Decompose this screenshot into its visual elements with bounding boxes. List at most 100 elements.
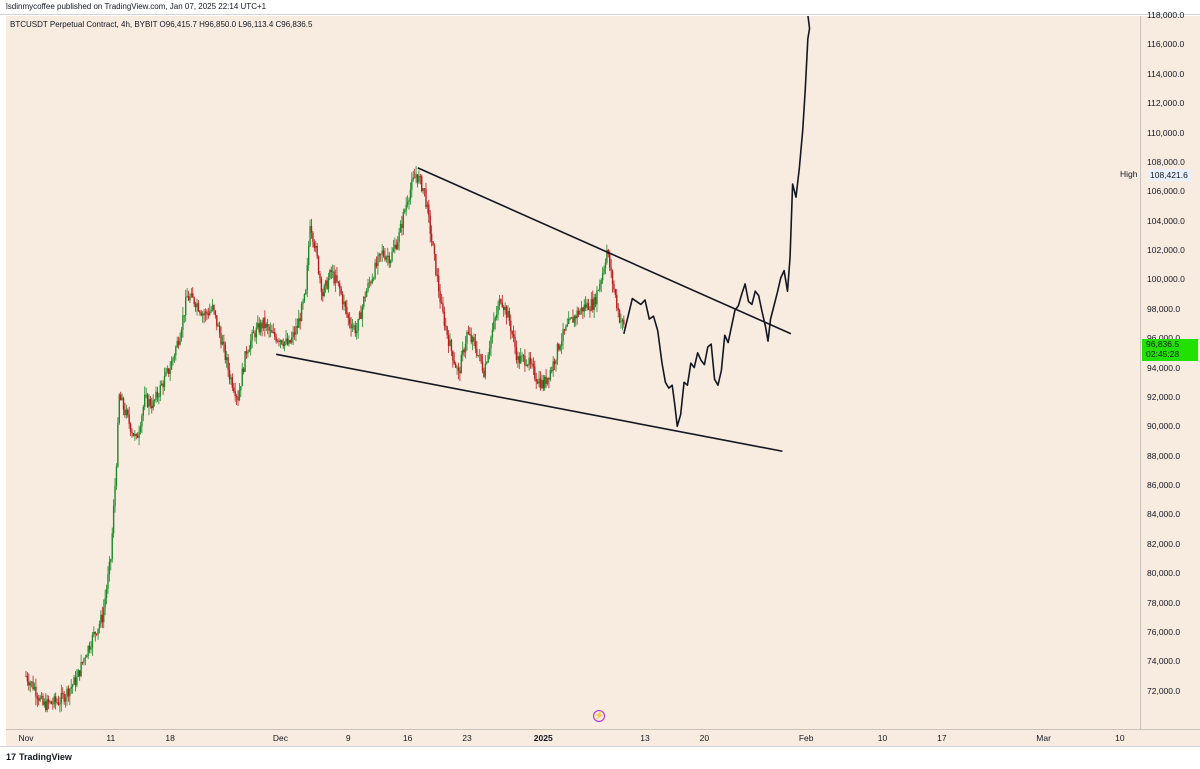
candle-body	[84, 657, 87, 659]
candle-body	[535, 379, 537, 382]
candle-body	[132, 433, 135, 436]
candle-body	[486, 362, 488, 364]
candle-body	[63, 693, 65, 702]
candle-body	[77, 670, 79, 677]
candle-body	[377, 256, 379, 267]
candle-body	[495, 314, 498, 318]
candle-body	[406, 201, 409, 205]
candle-body	[399, 224, 402, 233]
candle-body	[569, 318, 571, 320]
candle-body	[329, 270, 331, 279]
candle-body	[380, 253, 382, 255]
candle-body	[601, 273, 604, 281]
candle-body	[303, 293, 306, 302]
candle-body	[228, 369, 231, 380]
candle-body	[111, 533, 113, 560]
candle-body	[145, 394, 147, 396]
candle-body	[436, 274, 438, 276]
candle-body	[67, 688, 70, 697]
candle-body	[556, 343, 559, 360]
candle-body	[524, 356, 526, 366]
candle-body	[358, 312, 361, 320]
upper-trendline[interactable]	[417, 167, 792, 335]
candle-body	[117, 423, 119, 467]
candle-body	[522, 355, 525, 357]
candle-body	[93, 631, 95, 635]
price-chart[interactable]	[6, 16, 1140, 729]
candle-body	[286, 338, 289, 345]
candle-body	[122, 398, 125, 410]
candle-body	[447, 335, 450, 346]
candle-body	[579, 310, 581, 315]
candle-body	[194, 304, 197, 308]
candle-body	[160, 383, 163, 386]
candle-body	[491, 329, 494, 338]
candle-body	[74, 677, 77, 686]
candle-body	[254, 333, 256, 338]
candle-body	[536, 381, 539, 384]
candle-body	[144, 394, 146, 407]
candle-body	[56, 702, 58, 703]
projection-brush-line[interactable]	[623, 16, 811, 428]
candle-body	[227, 357, 229, 370]
candle-body	[480, 354, 482, 362]
candle-body	[433, 245, 436, 255]
candle-body	[214, 310, 217, 316]
lower-trendline[interactable]	[276, 353, 783, 453]
tradingview-logo[interactable]: 17 TradingView	[6, 752, 72, 762]
price-axis[interactable]: 72,000.0 74,000.0 76,000.0 78,000.0 80,000.0…	[1140, 10, 1200, 729]
price-tick-label: 92,000.0	[1147, 391, 1181, 402]
candle-body	[529, 357, 532, 364]
lightning-icon[interactable]: ⚡	[593, 710, 605, 722]
candle-body	[422, 188, 424, 192]
candle-body	[186, 296, 188, 298]
candle-body	[589, 310, 591, 311]
candle-body	[394, 244, 396, 249]
candle-body	[597, 290, 600, 291]
time-axis[interactable]: Nov 11 18 Dec 9 16 23 2025 13 20 Feb 10 17 Mar 10	[6, 729, 1200, 746]
candle-body	[389, 260, 392, 264]
candle-body	[81, 662, 84, 663]
candle-body	[511, 331, 513, 334]
candle-body	[292, 332, 294, 338]
candle-body	[527, 364, 529, 366]
price-tick-label: 96,000.0	[1147, 333, 1180, 343]
time-tick-label: 18	[165, 733, 175, 743]
candle-body	[217, 325, 219, 327]
candle-body	[196, 303, 198, 308]
candle-body	[26, 676, 29, 682]
candle-body	[230, 377, 232, 380]
time-tick-label: Dec	[272, 733, 288, 743]
candle-body	[402, 212, 405, 228]
last-price-label: 96,836.5 02:45:28	[1142, 339, 1198, 361]
candle-body	[207, 313, 210, 315]
candle-body	[337, 281, 340, 284]
candle-body	[575, 316, 577, 319]
candle-body	[391, 251, 393, 261]
time-tick-label: 16	[402, 733, 413, 743]
candle-body	[469, 333, 471, 335]
candle-body	[189, 296, 191, 301]
candle-body	[346, 306, 348, 315]
candle-body	[330, 270, 332, 272]
candle-body	[237, 396, 239, 401]
candle-body	[60, 692, 63, 704]
candle-body	[510, 320, 512, 332]
chart-pane[interactable]: BTCUSDT Perpetual Contract, 4h, BYBIT O9…	[6, 16, 1140, 729]
candle-body	[603, 268, 605, 274]
candle-body	[462, 349, 464, 355]
candle-body	[80, 662, 82, 677]
candle-body	[180, 329, 183, 338]
candle-body	[94, 631, 96, 634]
candle-body	[508, 310, 511, 321]
candle-body	[339, 283, 341, 289]
candle-body	[577, 310, 580, 315]
candle-body	[600, 280, 602, 285]
candle-body	[609, 254, 611, 268]
candle-body	[599, 284, 601, 291]
candle-body	[69, 688, 71, 697]
candle-body	[104, 598, 106, 608]
candle-body	[387, 255, 389, 258]
candle-body	[548, 377, 550, 380]
candle-body	[70, 686, 72, 689]
